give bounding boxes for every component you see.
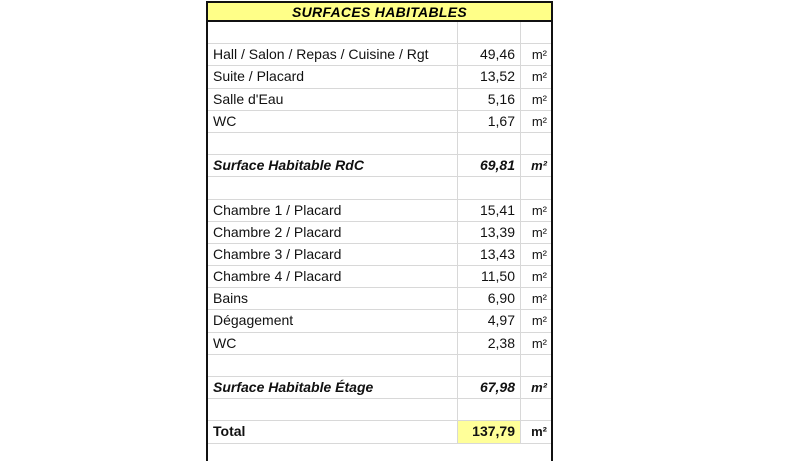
- row-unit: [521, 22, 551, 43]
- row-label: Salle d'Eau: [208, 88, 458, 110]
- row-value: 49,46: [458, 44, 521, 66]
- row-value: [458, 177, 521, 199]
- row-value: 4,97: [458, 310, 521, 332]
- row-label: Chambre 2 / Placard: [208, 221, 458, 243]
- row-label: [208, 22, 458, 44]
- blank-row: [208, 354, 551, 377]
- row-label: [208, 399, 458, 421]
- row-value: 5,16: [458, 88, 521, 110]
- row-value: [458, 399, 521, 421]
- table-row: Dégagement 4,97 m²: [208, 310, 551, 333]
- table-row: Chambre 1 / Placard 15,41 m²: [208, 199, 551, 222]
- table-body: Hall / Salon / Repas / Cuisine / Rgt 49,4…: [208, 22, 551, 444]
- row-unit: m²: [531, 91, 547, 107]
- row-value: 2,38: [458, 332, 521, 354]
- table-row: WC 2,38 m²: [208, 332, 551, 355]
- row-unit: m²: [531, 380, 547, 395]
- row-unit: m²: [531, 269, 547, 285]
- table-row: Chambre 4 / Placard 11,50 m²: [208, 266, 551, 289]
- row-label: Dégagement: [208, 310, 458, 332]
- row-label: WC: [208, 332, 458, 354]
- row-label: Chambre 4 / Placard: [208, 266, 458, 288]
- row-value: 15,41: [458, 199, 521, 221]
- surfaces-table: SURFACES HABITABLES Hall / Salon / Repas…: [206, 1, 553, 461]
- row-label: [208, 354, 458, 376]
- row-value: [458, 132, 521, 155]
- row-unit: [521, 177, 551, 198]
- row-unit: [521, 399, 551, 420]
- table-row: Chambre 3 / Placard 13,43 m²: [208, 243, 551, 267]
- row-label: Chambre 3 / Placard: [208, 243, 458, 266]
- row-value: [458, 354, 521, 376]
- row-value: [458, 22, 521, 44]
- row-unit: m²: [531, 113, 547, 129]
- row-label: Surface Habitable RdC: [208, 155, 458, 177]
- blank-row: [208, 399, 551, 422]
- table-row: Total 137,79 m²: [208, 421, 551, 444]
- row-label: [208, 132, 458, 155]
- row-value: 13,43: [458, 243, 521, 266]
- row-unit: m²: [531, 47, 547, 63]
- table-row: Surface Habitable RdC 69,81 m²: [208, 155, 551, 178]
- blank-row: [208, 177, 551, 200]
- row-unit: m²: [531, 69, 547, 85]
- row-unit: m²: [531, 335, 547, 351]
- row-value: 13,52: [458, 66, 521, 88]
- row-label: Hall / Salon / Repas / Cuisine / Rgt: [208, 44, 458, 66]
- row-unit: m²: [531, 291, 547, 307]
- row-label: Bains: [208, 288, 458, 310]
- row-value: 67,98: [458, 377, 521, 399]
- row-value: 69,81: [458, 155, 521, 177]
- table-title: SURFACES HABITABLES: [208, 1, 551, 22]
- table-row: Salle d'Eau 5,16 m²: [208, 88, 551, 111]
- row-label: WC: [208, 110, 458, 132]
- blank-row: [208, 22, 551, 45]
- row-label: Chambre 1 / Placard: [208, 199, 458, 221]
- table-row: Surface Habitable Étage 67,98 m²: [208, 377, 551, 400]
- row-label: [208, 177, 458, 199]
- blank-row: [208, 132, 551, 156]
- row-unit: [521, 133, 551, 154]
- table-row: Bains 6,90 m²: [208, 288, 551, 311]
- table-row: Hall / Salon / Repas / Cuisine / Rgt 49,4…: [208, 44, 551, 67]
- row-value: 137,79: [458, 421, 521, 443]
- row-value: 11,50: [458, 266, 521, 288]
- table-row: Suite / Placard 13,52 m²: [208, 66, 551, 89]
- row-unit: m²: [531, 158, 547, 174]
- row-value: 1,67: [458, 110, 521, 132]
- row-label: Surface Habitable Étage: [208, 377, 458, 399]
- row-unit: m²: [531, 202, 547, 218]
- row-value: 13,39: [458, 221, 521, 243]
- row-unit: m²: [531, 313, 547, 329]
- row-unit: m²: [531, 224, 547, 240]
- table-row: WC 1,67 m²: [208, 110, 551, 133]
- row-value: 6,90: [458, 288, 521, 310]
- row-unit: m²: [531, 246, 547, 262]
- row-unit: [521, 355, 551, 376]
- row-unit: m²: [531, 424, 547, 440]
- row-label: Suite / Placard: [208, 66, 458, 88]
- row-label: Total: [208, 421, 458, 443]
- table-row: Chambre 2 / Placard 13,39 m²: [208, 221, 551, 244]
